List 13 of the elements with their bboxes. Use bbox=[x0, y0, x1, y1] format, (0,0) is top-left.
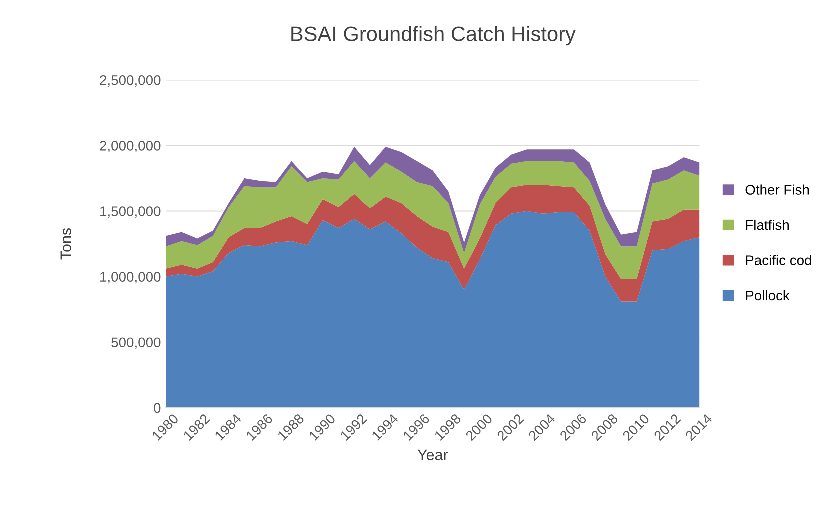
y-axis-title: Tons bbox=[60, 228, 72, 260]
legend-label: Other Fish bbox=[746, 184, 810, 195]
y-tick-label: 0 bbox=[154, 403, 161, 414]
legend-label: Flatfish bbox=[746, 220, 789, 230]
chart-title: BSAI Groundfish Catch History bbox=[292, 26, 576, 46]
y-tick-label: 500,000 bbox=[112, 338, 161, 350]
y-tick-label: 1,500,000 bbox=[100, 206, 161, 218]
y-tick-label: 2,500,000 bbox=[100, 75, 161, 87]
x-axis-title: Year bbox=[418, 450, 448, 461]
y-tick-label: 1,000,000 bbox=[100, 272, 161, 284]
y-tick-label: 2,000,000 bbox=[100, 141, 161, 152]
legend-label: Pollock bbox=[746, 290, 790, 301]
legend-label: Pacific cod bbox=[746, 255, 812, 266]
